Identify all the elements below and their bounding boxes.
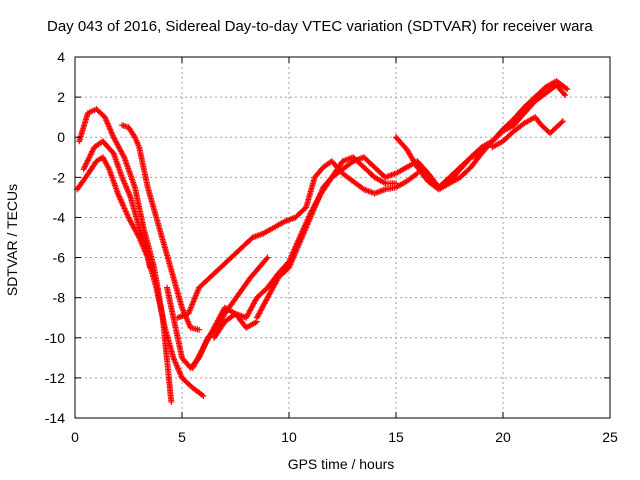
data-point	[562, 92, 569, 99]
x-tick-label: 25	[602, 429, 618, 445]
x-tick-label: 20	[495, 429, 511, 445]
data-marker	[558, 119, 565, 126]
data-point	[559, 118, 566, 125]
x-tick-label: 10	[281, 429, 297, 445]
y-tick-label: 0	[57, 129, 65, 145]
grid-lines	[75, 57, 610, 418]
plot-frame	[74, 56, 611, 419]
y-tick-label: -4	[53, 209, 66, 225]
data-point	[168, 398, 175, 405]
data-point	[146, 264, 153, 271]
x-axis-label: GPS time / hours	[287, 456, 395, 472]
y-tick-label: -12	[45, 370, 65, 386]
data-point	[196, 326, 203, 333]
series-track-12	[489, 114, 566, 151]
y-tick-label: 2	[57, 89, 65, 105]
data-point	[564, 86, 571, 93]
data-marker	[263, 255, 270, 262]
chart-title: Day 043 of 2016, Sidereal Day-to-day VTE…	[47, 18, 593, 35]
y-tick-label: -6	[53, 250, 66, 266]
data-point	[393, 180, 399, 187]
y-tick-label: 4	[57, 49, 65, 65]
y-tick-label: -14	[45, 410, 65, 426]
series-track-4	[119, 122, 203, 333]
data-marker	[413, 171, 420, 178]
data-point	[200, 392, 207, 399]
x-tick-label: 5	[178, 429, 186, 445]
data-marker	[562, 85, 569, 92]
y-tick-label: -2	[53, 169, 66, 185]
x-tick-label: 0	[71, 429, 79, 445]
y-tick-label: -10	[45, 330, 65, 346]
data-series	[74, 78, 571, 405]
series-track-6	[174, 158, 421, 321]
data-point	[264, 254, 271, 261]
series-track-11	[414, 82, 569, 191]
axis-ticks: 0 5 10 15 20 25 -14 -12 -10 -8 -6 -4 -2 0 2 4	[45, 49, 618, 445]
data-marker	[560, 90, 567, 97]
data-marker	[199, 391, 206, 398]
x-tick-label: 15	[388, 429, 404, 445]
y-tick-label: -8	[53, 290, 66, 306]
series-track-3	[80, 138, 153, 271]
